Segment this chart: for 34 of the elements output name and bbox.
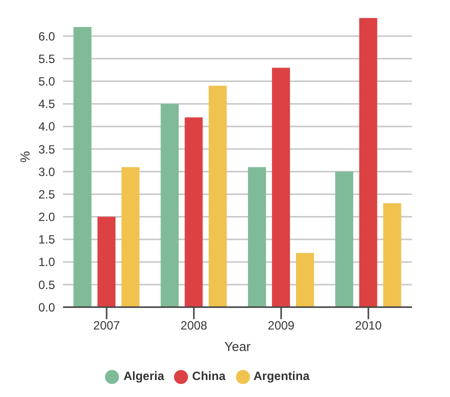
y-tick-label: 6.0 [38, 29, 56, 44]
y-tick-label: 4.5 [38, 97, 56, 112]
y-tick-label: 3.5 [38, 142, 56, 156]
legend-label: Algeria [123, 369, 164, 384]
bar [383, 203, 402, 308]
y-tick-label: 1.0 [38, 255, 56, 270]
legend-label: China [192, 369, 226, 384]
x-tick-label: 2008 [180, 318, 208, 333]
bar [248, 167, 266, 308]
y-tick-label: 4.0 [38, 120, 56, 134]
x-tick-label: 2009 [268, 318, 295, 333]
x-tick-label: 2007 [93, 318, 120, 333]
bar [208, 86, 227, 308]
y-tick-label: 3.0 [38, 164, 56, 179]
legend-label: Argentina [254, 369, 310, 384]
x-axis-title: Year [224, 339, 252, 354]
y-tick-label: 1.5 [38, 232, 56, 247]
y-tick-label: 5.5 [38, 52, 56, 66]
y-axis-title: % [18, 150, 33, 163]
y-tick-label: 2.5 [38, 187, 56, 202]
y-tick-label: 5.0 [38, 74, 56, 89]
y-tick-label: 2.0 [38, 210, 56, 224]
bar [184, 117, 203, 308]
y-tick-label: 0.0 [38, 300, 56, 314]
x-tick-label: 2010 [355, 318, 382, 333]
bar [160, 104, 179, 308]
bar [97, 216, 116, 308]
bar [296, 252, 314, 308]
bar [335, 172, 354, 308]
bar [73, 27, 92, 308]
bar [359, 18, 378, 308]
bar [272, 68, 290, 308]
bar [121, 167, 140, 308]
y-tick-label: 0.5 [38, 278, 56, 292]
